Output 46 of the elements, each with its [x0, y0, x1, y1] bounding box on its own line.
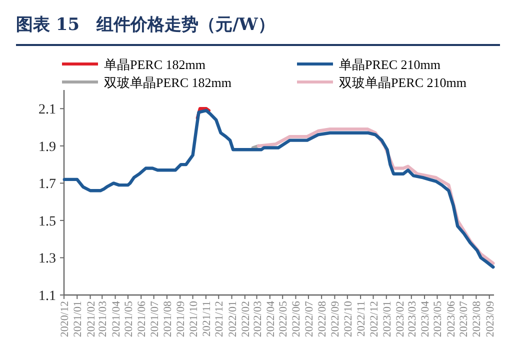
x-tick-label: 2020/12 — [59, 301, 71, 338]
x-tick-label: 2023/02 — [394, 301, 407, 338]
x-tick-label: 2021/02 — [85, 301, 98, 338]
x-tick-label: 2022/03 — [252, 300, 264, 338]
x-tick-label: 2022/01 — [226, 301, 239, 338]
x-tick-label: 2022/07 — [303, 300, 316, 338]
x-tick-label: 2023/01 — [381, 301, 394, 338]
y-tick-label: 1.5 — [38, 214, 56, 230]
x-tick-label: 2022/10 — [342, 300, 354, 338]
x-tick-label: 2021/06 — [136, 300, 148, 338]
x-tick-label: 2021/04 — [110, 300, 122, 338]
x-tick-label: 2021/09 — [175, 300, 188, 338]
x-tick-label: 2021/01 — [72, 301, 84, 338]
legend-label: 双玻单晶PERC 182mm — [104, 75, 232, 90]
x-tick-label: 2023/03 — [406, 300, 418, 338]
x-tick-label: 2021/08 — [162, 300, 174, 338]
x-tick-label: 2023/04 — [420, 300, 432, 338]
x-tick-label: 2022/11 — [356, 301, 368, 337]
x-tick-label: 2022/08 — [316, 300, 329, 338]
x-tick-label: 2021/03 — [97, 300, 110, 338]
x-tick-label: 2023/05 — [432, 300, 444, 338]
y-tick-label: 1.1 — [38, 289, 56, 304]
line-series — [62, 108, 495, 269]
chart-title: 图表 15 组件价格走势（元/W） — [16, 15, 275, 35]
legend-label: 双玻单晶PERC 210mm — [339, 75, 466, 90]
x-tick-label: 2021/11 — [200, 301, 213, 337]
x-tick-label: 2022/02 — [240, 301, 252, 338]
legend-label: 单晶PERC 182mm — [104, 57, 206, 72]
y-tick-label: 1.3 — [38, 252, 56, 267]
x-tick-label: 2023/08 — [471, 300, 484, 338]
x-tick-label: 2023/06 — [445, 300, 458, 338]
y-tick-label: 2.1 — [38, 102, 56, 118]
x-tick-label: 2023/09 — [484, 300, 496, 338]
x-tick-label: 2022/09 — [330, 300, 342, 338]
x-tick-label: 2022/12 — [368, 301, 380, 338]
x-tick-label: 2022/06 — [290, 300, 303, 338]
y-tick-label: 1.7 — [38, 177, 56, 192]
x-tick-label: 2021/07 — [148, 300, 161, 338]
x-tick-label: 2022/04 — [264, 300, 277, 338]
x-tick-label: 2021/12 — [214, 301, 226, 338]
x-tick-label: 2021/05 — [122, 300, 135, 338]
x-tick-label: 2021/10 — [188, 300, 200, 338]
x-tick-label: 2022/05 — [278, 300, 290, 338]
legend-label: 单晶PREC 210mm — [339, 57, 440, 72]
y-tick-label: 1.9 — [38, 140, 56, 155]
x-tick-label: 2023/07 — [458, 300, 470, 338]
